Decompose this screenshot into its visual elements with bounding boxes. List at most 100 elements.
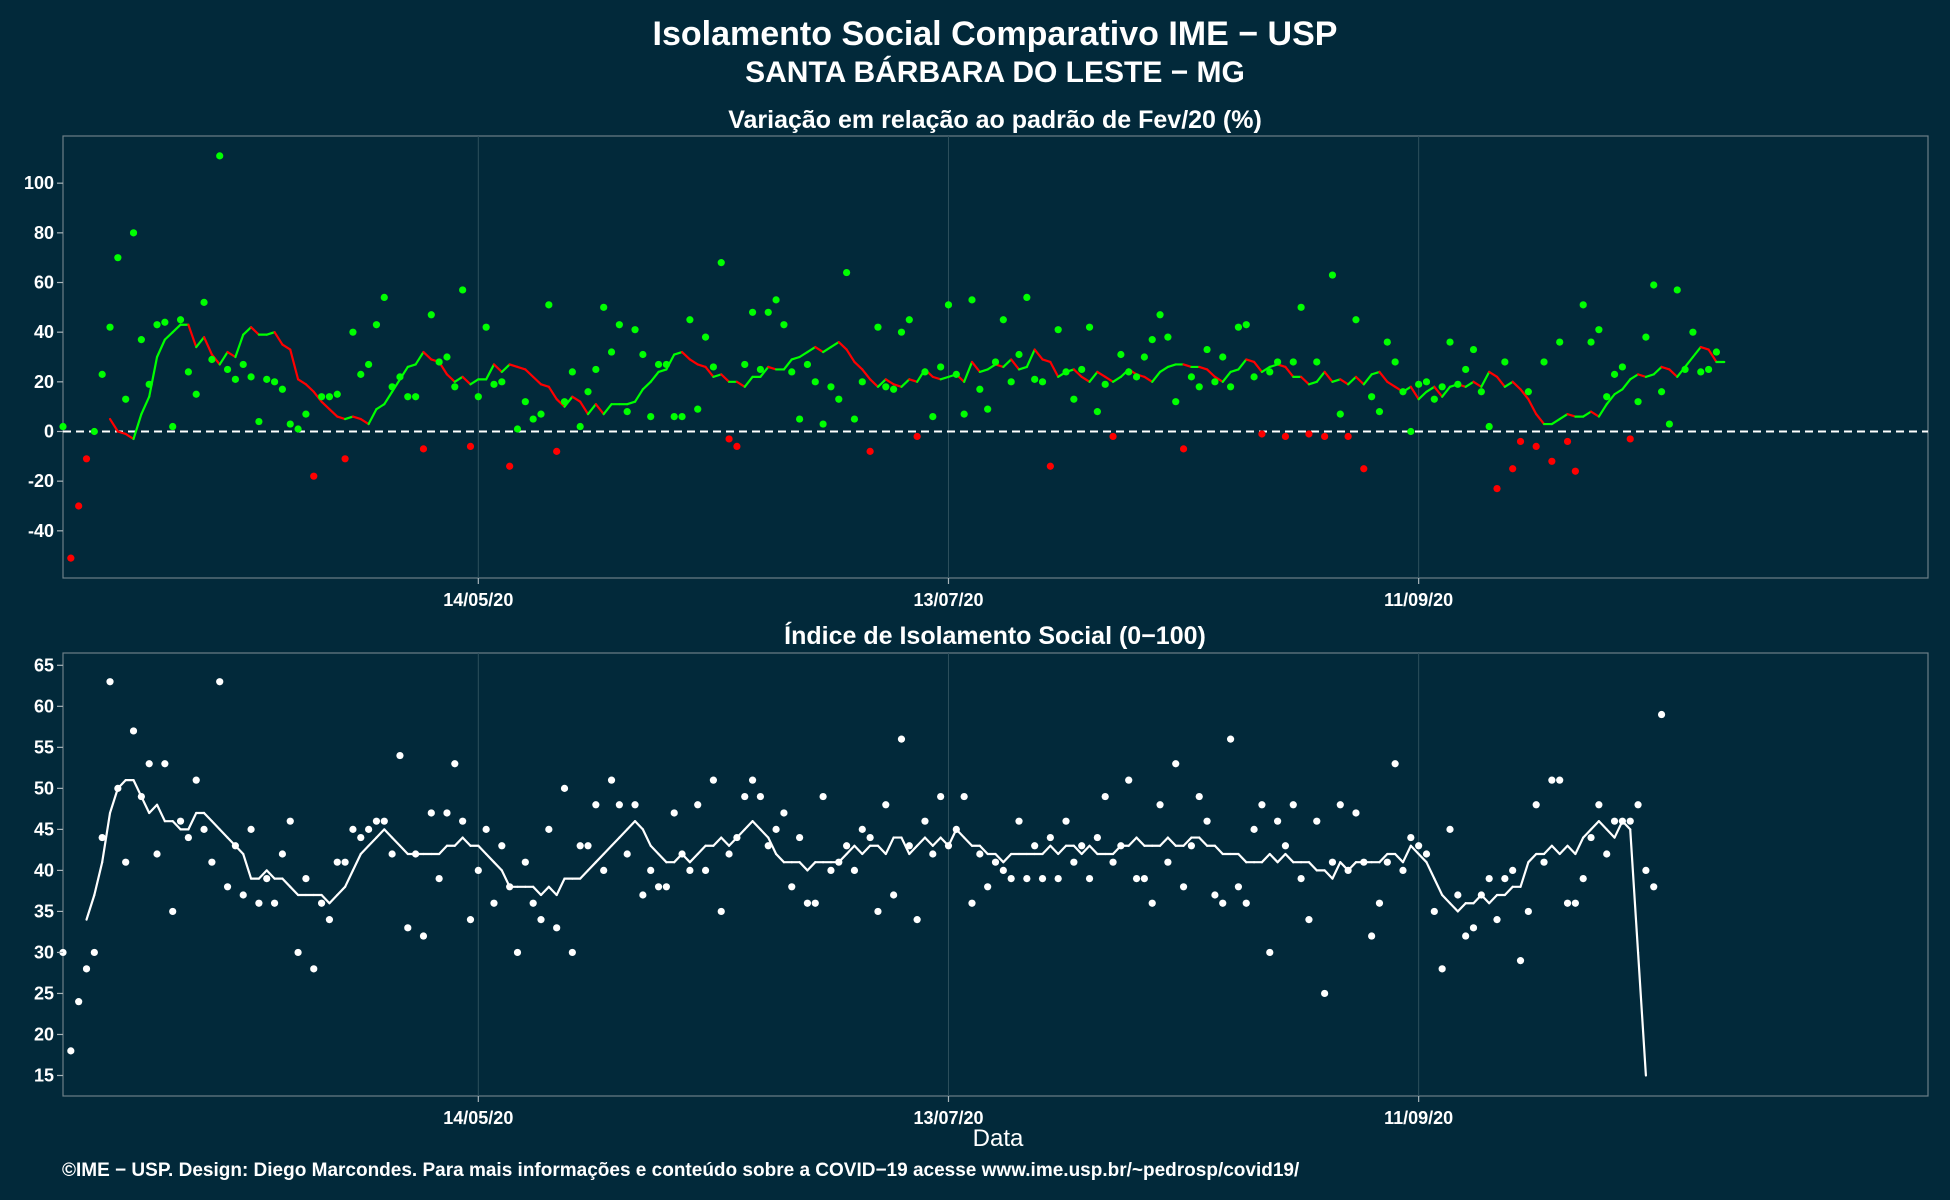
data-point xyxy=(850,866,859,874)
data-point xyxy=(1172,760,1180,768)
data-point xyxy=(1156,311,1164,319)
data-point xyxy=(1297,303,1305,311)
moving-average-segment xyxy=(1198,365,1209,371)
moving-average-segment xyxy=(438,844,449,856)
moving-average-segment xyxy=(586,403,597,416)
moving-average-segment xyxy=(1519,388,1530,401)
moving-average-segment xyxy=(892,383,903,388)
moving-average-segment xyxy=(876,378,887,388)
y-tick-label: 40 xyxy=(34,860,54,880)
data-point xyxy=(1038,378,1047,386)
data-point xyxy=(701,866,710,874)
moving-average-segment xyxy=(1417,852,1428,864)
data-point xyxy=(694,801,702,809)
moving-average-segment xyxy=(265,331,276,336)
data-point xyxy=(772,296,780,304)
data-point xyxy=(341,858,349,866)
y-tick-label: 20 xyxy=(34,1024,54,1044)
moving-average-segment xyxy=(1589,410,1600,418)
data-point xyxy=(686,316,694,324)
data-point xyxy=(654,360,663,369)
moving-average-segment xyxy=(1683,355,1695,369)
moving-average-segment xyxy=(1558,844,1569,856)
data-point xyxy=(921,817,929,825)
moving-average-segment xyxy=(500,363,511,373)
moving-average-segment xyxy=(688,852,699,864)
variation-x-axis: 14/05/20 13/07/20 11/09/20 xyxy=(443,578,1453,610)
data-point xyxy=(976,385,984,393)
data-point xyxy=(1462,932,1470,940)
moving-average-segment xyxy=(641,380,652,391)
data-point xyxy=(1556,338,1564,346)
data-point xyxy=(216,678,224,686)
moving-average-segment xyxy=(633,388,644,403)
moving-average-segment xyxy=(1386,380,1397,388)
data-point xyxy=(913,432,921,441)
data-point xyxy=(137,792,145,801)
moving-average-segment xyxy=(1300,375,1311,386)
moving-average-segment xyxy=(375,828,386,839)
moving-average-segment xyxy=(1010,358,1021,371)
data-point xyxy=(1430,907,1438,916)
moving-average-segment xyxy=(1433,877,1444,897)
moving-average-segment xyxy=(1401,844,1412,864)
moving-average-segment xyxy=(218,350,229,366)
data-point xyxy=(843,842,851,850)
moving-average-segment xyxy=(265,869,276,880)
moving-average-segment xyxy=(1049,360,1060,378)
moving-average-segment xyxy=(1589,820,1600,831)
data-point xyxy=(1540,358,1548,366)
moving-average-segment xyxy=(226,350,237,359)
data-point xyxy=(1454,380,1462,388)
data-point xyxy=(435,875,443,883)
moving-average-segment xyxy=(1323,370,1334,383)
moving-average-segment xyxy=(641,828,652,847)
data-point xyxy=(1438,383,1446,391)
data-point xyxy=(1344,866,1352,874)
data-point xyxy=(153,321,161,329)
data-point xyxy=(521,398,529,406)
data-point xyxy=(1697,368,1705,376)
data-point xyxy=(811,378,819,386)
data-point xyxy=(647,412,655,421)
moving-average-segment xyxy=(806,861,817,872)
data-point xyxy=(122,395,130,403)
data-point xyxy=(247,373,255,381)
data-point xyxy=(929,412,937,421)
moving-average-segment xyxy=(242,326,253,336)
data-point xyxy=(725,850,733,858)
data-point xyxy=(897,735,906,743)
data-point xyxy=(576,422,584,431)
moving-average-segment xyxy=(1629,373,1640,381)
data-point xyxy=(1336,801,1344,809)
moving-average-segment xyxy=(579,400,590,416)
data-point xyxy=(1446,338,1454,346)
moving-average-segment xyxy=(171,820,182,831)
moving-average-segment xyxy=(1488,370,1499,378)
data-point xyxy=(1226,735,1235,743)
moving-average-segment xyxy=(1315,370,1326,383)
data-point xyxy=(1117,842,1125,850)
data-point xyxy=(631,801,639,809)
data-point xyxy=(1571,467,1579,475)
data-point xyxy=(443,353,451,361)
y-tick-label: 15 xyxy=(34,1065,54,1085)
data-point xyxy=(1046,462,1054,470)
moving-average-segment xyxy=(469,378,480,386)
moving-average-segment xyxy=(1096,370,1107,378)
moving-average-segment xyxy=(85,893,96,921)
moving-average-segment xyxy=(876,844,887,856)
data-point xyxy=(1509,866,1517,874)
moving-average-segment xyxy=(532,375,543,386)
moving-average-segment xyxy=(1597,820,1608,831)
moving-average-segment xyxy=(1480,370,1491,388)
moving-average-segment xyxy=(1205,368,1217,378)
data-point xyxy=(1266,948,1274,957)
data-point xyxy=(404,393,412,401)
data-point xyxy=(325,393,334,401)
moving-average-segment xyxy=(1566,413,1577,418)
moving-average-segment xyxy=(1049,844,1060,856)
data-point xyxy=(1610,370,1619,378)
data-point xyxy=(678,412,686,421)
data-point xyxy=(459,817,467,825)
